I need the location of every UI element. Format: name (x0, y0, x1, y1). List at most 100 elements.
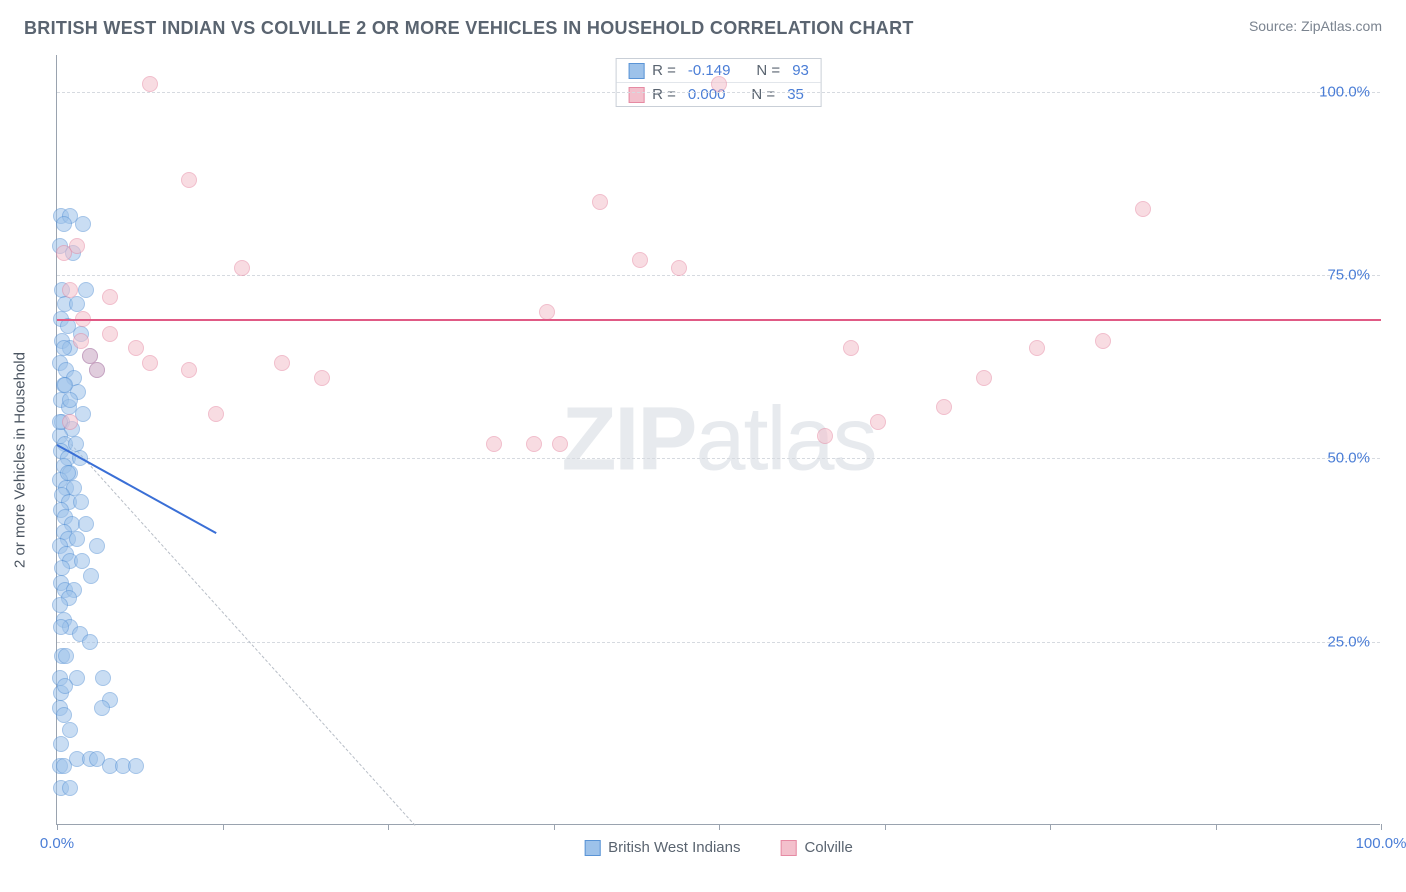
data-point (632, 252, 648, 268)
data-point (89, 538, 105, 554)
x-tick (719, 824, 720, 830)
y-axis-label: 2 or more Vehicles in Household (12, 352, 29, 568)
x-tick (223, 824, 224, 830)
x-tick (885, 824, 886, 830)
data-point (62, 414, 78, 430)
data-point (274, 355, 290, 371)
data-point (95, 670, 111, 686)
x-tick (554, 824, 555, 830)
data-point (69, 531, 85, 547)
watermark-light: atlas (695, 389, 875, 489)
data-point (128, 758, 144, 774)
data-point (56, 216, 72, 232)
legend-swatch-series1 (584, 840, 600, 856)
gridline-horizontal (57, 642, 1380, 643)
data-point (89, 362, 105, 378)
data-point (73, 333, 89, 349)
data-point (56, 340, 72, 356)
data-point (711, 76, 727, 92)
data-point (128, 340, 144, 356)
data-point (56, 758, 72, 774)
data-point (870, 414, 886, 430)
data-point (82, 348, 98, 364)
chart-container: 2 or more Vehicles in Household ZIPatlas… (30, 55, 1380, 865)
data-point (56, 707, 72, 723)
data-point (58, 648, 74, 664)
trend-line (57, 319, 1381, 321)
gridline-horizontal (57, 458, 1380, 459)
data-point (53, 736, 69, 752)
data-point (486, 436, 502, 452)
data-point (552, 436, 568, 452)
data-point (78, 282, 94, 298)
data-point (234, 260, 250, 276)
source-label: Source: ZipAtlas.com (1249, 18, 1382, 34)
data-point (142, 355, 158, 371)
data-point (142, 76, 158, 92)
data-point (1029, 340, 1045, 356)
r-label: R = (652, 62, 676, 79)
n-label: N = (751, 86, 775, 103)
x-tick (1050, 824, 1051, 830)
data-point (843, 340, 859, 356)
data-point (68, 436, 84, 452)
data-point (1135, 201, 1151, 217)
data-point (314, 370, 330, 386)
x-tick-label: 0.0% (40, 835, 74, 852)
data-point (69, 296, 85, 312)
data-point (181, 172, 197, 188)
gridline-horizontal (57, 275, 1380, 276)
data-point (60, 465, 76, 481)
legend-label-series2: Colville (804, 839, 852, 856)
data-point (57, 377, 73, 393)
x-tick (388, 824, 389, 830)
data-point (56, 245, 72, 261)
data-point (74, 553, 90, 569)
data-point (57, 678, 73, 694)
data-point (817, 428, 833, 444)
data-point (936, 399, 952, 415)
swatch-series2 (628, 87, 644, 103)
data-point (976, 370, 992, 386)
y-tick-label: 75.0% (1327, 267, 1370, 284)
chart-title: BRITISH WEST INDIAN VS COLVILLE 2 OR MOR… (24, 18, 914, 39)
y-tick-label: 50.0% (1327, 450, 1370, 467)
data-point (73, 494, 89, 510)
data-point (1095, 333, 1111, 349)
legend-label-series1: British West Indians (608, 839, 740, 856)
bottom-legend: British West Indians Colville (584, 839, 853, 856)
data-point (62, 282, 78, 298)
data-point (671, 260, 687, 276)
data-point (94, 700, 110, 716)
n-value-series1: 93 (792, 62, 809, 79)
watermark-bold: ZIP (561, 389, 695, 489)
data-point (83, 568, 99, 584)
n-label: N = (756, 62, 780, 79)
legend-item-series2: Colville (780, 839, 852, 856)
x-tick-label: 100.0% (1356, 835, 1406, 852)
data-point (62, 722, 78, 738)
x-tick (1216, 824, 1217, 830)
data-point (592, 194, 608, 210)
x-tick (1381, 824, 1382, 830)
x-tick (57, 824, 58, 830)
data-point (181, 362, 197, 378)
legend-swatch-series2 (780, 840, 796, 856)
data-point (62, 780, 78, 796)
data-point (78, 516, 94, 532)
r-value-series1: -0.149 (688, 62, 731, 79)
data-point (102, 289, 118, 305)
y-tick-label: 25.0% (1327, 633, 1370, 650)
r-label: R = (652, 86, 676, 103)
data-point (52, 597, 68, 613)
data-point (208, 406, 224, 422)
n-value-series2: 35 (787, 86, 804, 103)
data-point (54, 560, 70, 576)
plot-area: ZIPatlas R = -0.149 N = 93 R = 0.000 N =… (56, 55, 1380, 825)
data-point (82, 634, 98, 650)
swatch-series1 (628, 63, 644, 79)
data-point (526, 436, 542, 452)
y-tick-label: 100.0% (1319, 83, 1370, 100)
data-point (102, 326, 118, 342)
data-point (62, 392, 78, 408)
